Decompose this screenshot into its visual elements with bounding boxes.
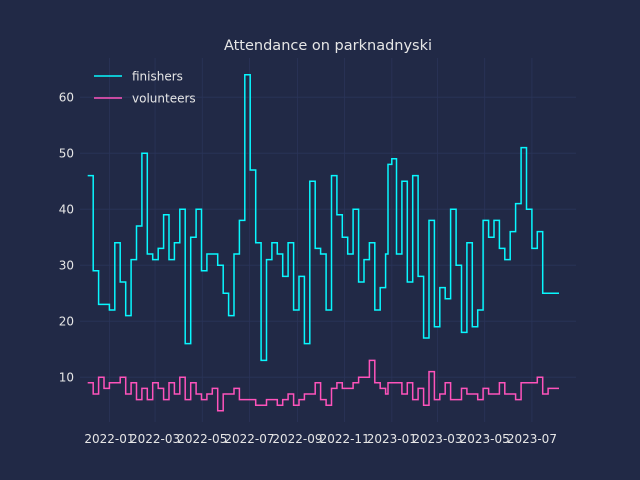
- legend-label-volunteers: volunteers: [132, 92, 196, 106]
- x-tick-label: 2022-07: [224, 432, 274, 446]
- x-tick-label: 2022-05: [177, 432, 227, 446]
- y-tick-label: 60: [59, 91, 74, 105]
- y-tick-label: 20: [59, 315, 74, 329]
- x-tick-label: 2023-05: [460, 432, 510, 446]
- series-layer: [87, 74, 559, 412]
- y-tick-label: 40: [59, 203, 74, 217]
- chart-title: Attendance on parknadnyski: [224, 38, 432, 54]
- x-tick-label: 2023-01: [367, 432, 417, 446]
- x-tick-label: 2023-07: [507, 432, 557, 446]
- y-axis-ticks: 10 20 30 40 50 60: [59, 91, 74, 385]
- x-axis-ticks: 2022-012022-032022-052022-072022-092022-…: [84, 432, 557, 446]
- x-tick-label: 2022-03: [130, 432, 180, 446]
- legend-label-finishers: finishers: [132, 70, 183, 84]
- x-tick-label: 2022-09: [272, 432, 322, 446]
- grid-layer: [80, 58, 576, 422]
- y-tick-label: 50: [59, 147, 74, 161]
- series-line-volunteers: [87, 359, 559, 412]
- x-tick-label: 2022-01: [84, 432, 134, 446]
- series-line-finishers: [87, 74, 559, 362]
- y-tick-label: 30: [59, 259, 74, 273]
- legend: finishers volunteers: [94, 70, 196, 106]
- y-tick-label: 10: [59, 371, 74, 385]
- x-tick-label: 2023-03: [412, 432, 462, 446]
- x-tick-label: 2022-11: [320, 432, 370, 446]
